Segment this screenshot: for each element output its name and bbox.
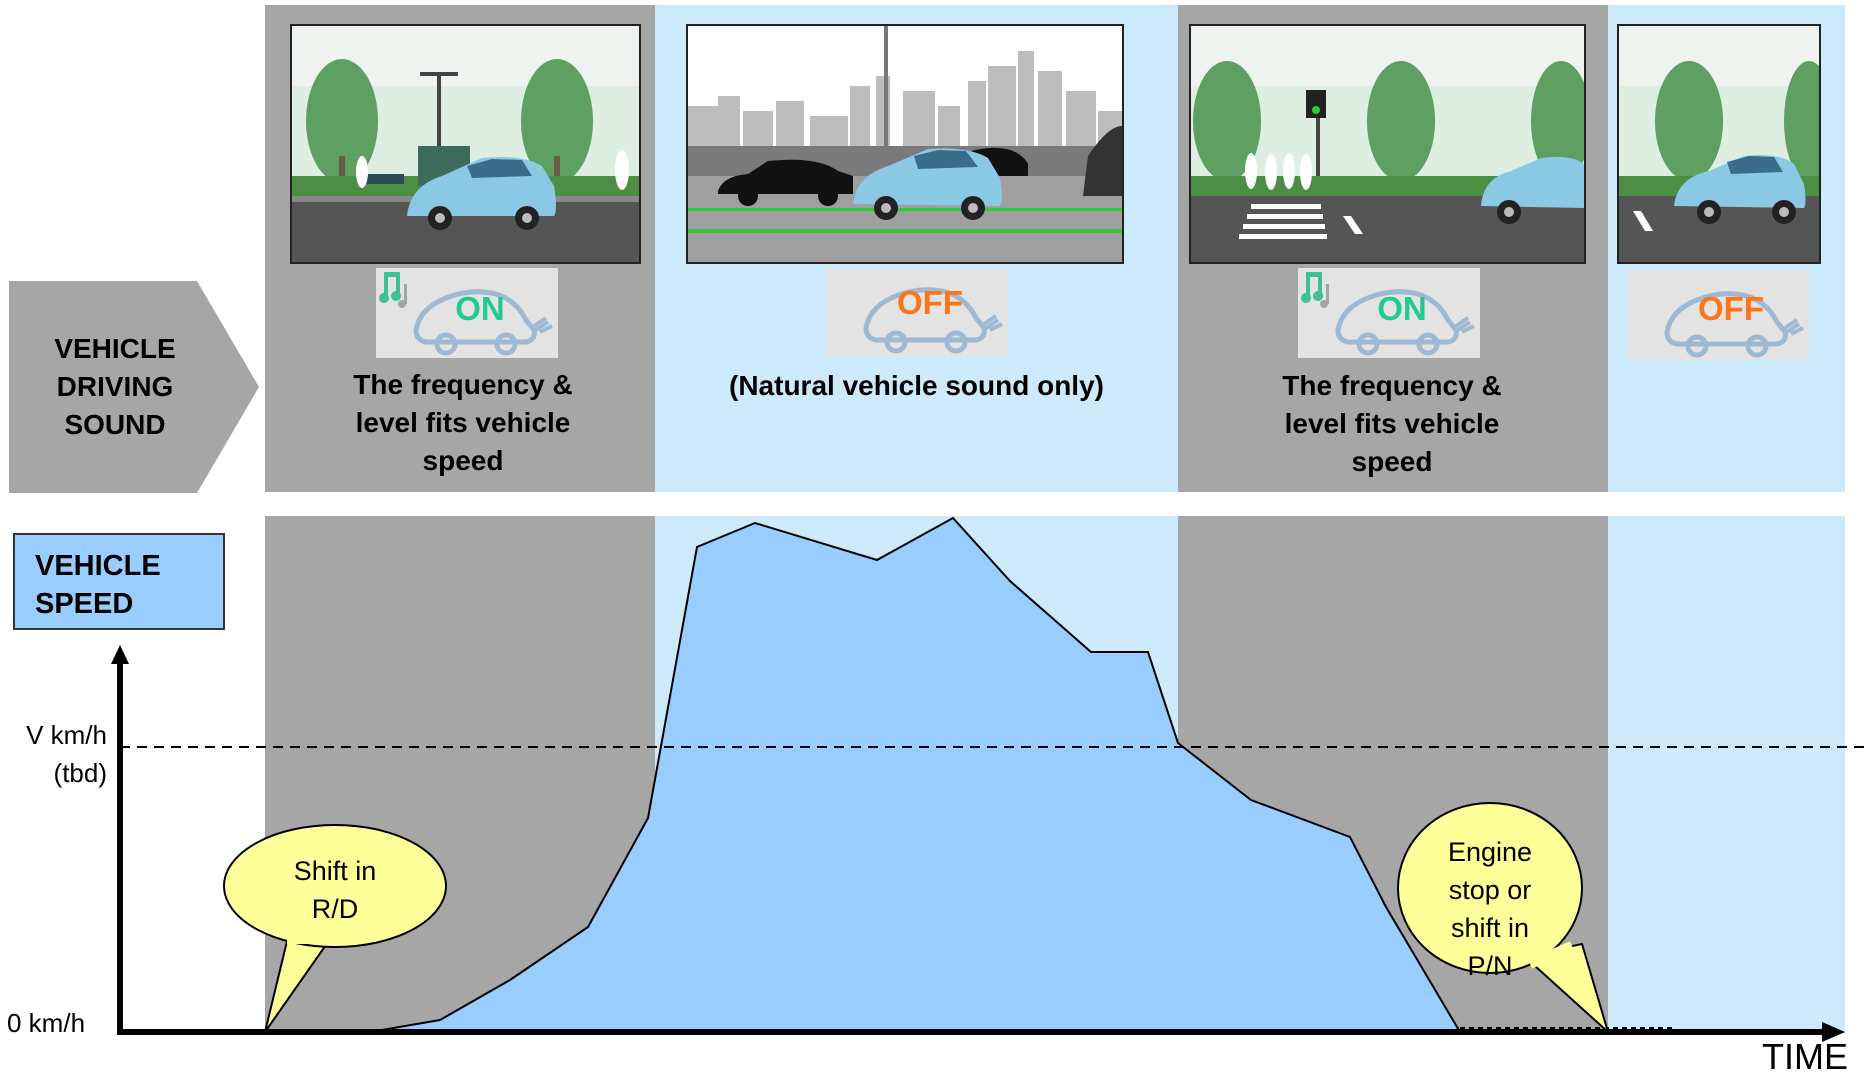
electric-car-icon bbox=[1664, 291, 1788, 347]
plug-icon bbox=[532, 316, 553, 334]
threshold-label-line: (tbd) bbox=[53, 758, 107, 788]
speed-box-line: VEHICLE bbox=[35, 550, 161, 582]
time-axis-label: TIME bbox=[1762, 1036, 1848, 1077]
row-label-line: SOUND bbox=[64, 409, 166, 440]
threshold-speed-label: V km/h (tbd) bbox=[7, 716, 107, 792]
scene-image-city bbox=[686, 24, 1124, 264]
phase-description: The frequency & level fits vehicle speed bbox=[1219, 367, 1565, 481]
description-line: (Natural vehicle sound only) bbox=[729, 370, 1104, 401]
row-label-line: VEHICLE bbox=[54, 333, 176, 364]
y-axis-arrowhead bbox=[111, 645, 129, 664]
plug-icon bbox=[1454, 316, 1475, 334]
description-line: level fits vehicle bbox=[355, 407, 571, 438]
badge-status-text: ON bbox=[455, 290, 505, 327]
scene-image-park bbox=[290, 24, 641, 264]
sound-on-badge: ON bbox=[376, 268, 558, 358]
callout-line: Shift in bbox=[294, 856, 377, 886]
phase-description: (Natural vehicle sound only) bbox=[655, 367, 1178, 405]
music-note-icon bbox=[379, 272, 401, 303]
callout-engine-stop: Engine stop or shift in P/N bbox=[1397, 802, 1610, 1036]
description-line: speed bbox=[422, 445, 504, 476]
description-line: level fits vehicle bbox=[1284, 408, 1500, 439]
callout-line: shift in bbox=[1451, 913, 1529, 943]
phase-4-band-chart bbox=[1608, 516, 1845, 1034]
row-label-arrow bbox=[9, 281, 259, 493]
description-line: speed bbox=[1351, 446, 1433, 477]
callout-line: Engine bbox=[1448, 837, 1532, 867]
plug-icon bbox=[1783, 318, 1804, 336]
callout-line: stop or bbox=[1449, 875, 1532, 905]
callout-line: R/D bbox=[312, 894, 359, 924]
plug-icon bbox=[982, 314, 1003, 332]
description-line: The frequency & bbox=[353, 369, 573, 400]
badge-status-text: ON bbox=[1377, 290, 1427, 327]
callout-line: P/N bbox=[1467, 951, 1512, 981]
scene-image-road-end bbox=[1617, 24, 1821, 264]
sound-on-badge: ON bbox=[1298, 268, 1480, 358]
electric-car-icon bbox=[413, 289, 537, 345]
row-label: VEHICLE DRIVING SOUND bbox=[14, 330, 216, 444]
x-axis-arrowhead bbox=[1822, 1022, 1845, 1042]
electric-car-icon bbox=[863, 287, 987, 343]
vehicle-speed-label-box: VEHICLE SPEED bbox=[13, 533, 225, 630]
phase-description: The frequency & level fits vehicle speed bbox=[290, 366, 636, 480]
callout-shift-rd: Shift in R/D bbox=[223, 824, 447, 1033]
description-line: The frequency & bbox=[1282, 370, 1502, 401]
badge-status-text: OFF bbox=[1698, 290, 1764, 327]
sound-off-badge: OFF bbox=[1627, 270, 1809, 360]
scene-image-crosswalk bbox=[1189, 24, 1586, 264]
music-note-icon bbox=[1301, 272, 1323, 303]
badge-status-text: OFF bbox=[897, 284, 963, 321]
threshold-label-line: V km/h bbox=[26, 720, 107, 750]
electric-car-icon bbox=[1335, 289, 1459, 345]
row-label-line: DRIVING bbox=[56, 371, 174, 402]
sound-off-badge: OFF bbox=[826, 268, 1008, 356]
speed-box-line: SPEED bbox=[35, 588, 134, 620]
zero-speed-label: 0 km/h bbox=[7, 1008, 86, 1038]
vehicle-speed-area bbox=[265, 516, 1462, 1033]
